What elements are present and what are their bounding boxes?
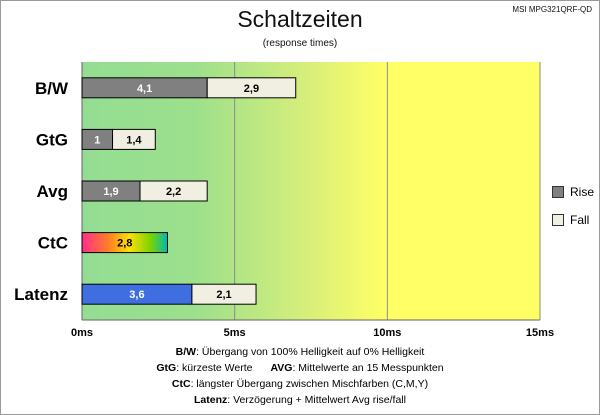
- note-latenz: Latenz: Verzögerung + Mittelwert Avg ris…: [0, 392, 600, 408]
- bar-label-rise-ctc: 2,8: [117, 238, 132, 250]
- bar-fall-avg: [139, 180, 208, 202]
- chart-legend: Rise Fall: [552, 178, 594, 234]
- x-tick-label: 0ms: [71, 327, 93, 339]
- bar-label-rise-avg: 1,9: [103, 186, 118, 198]
- legend-swatch-rise: [552, 186, 564, 198]
- legend-label-fall: Fall: [570, 213, 590, 227]
- category-label-ctc: CtC: [38, 234, 68, 253]
- note-latenz-label: Latenz: [194, 394, 228, 406]
- legend-swatch-fall: [552, 214, 564, 226]
- note-ctc-label: CtC: [171, 378, 191, 390]
- note-avg-text: : Mittelwerte an 15 Messpunkten: [292, 362, 444, 374]
- note-bw: B/W: Übergang von 100% Helligkeit auf 0%…: [0, 344, 600, 360]
- bar-label-fall-avg: 2,2: [166, 186, 181, 198]
- bar-fall-latenz: [191, 283, 257, 305]
- note-avg-label: AVG: [270, 362, 293, 374]
- note-gtg-text: : kürzeste Werte: [176, 362, 253, 374]
- bar-label-fall-gtg: 1,4: [126, 134, 142, 146]
- category-label-gtg: GtG: [36, 130, 68, 149]
- monitor-model: MSI MPG321QRF-QD: [512, 5, 592, 14]
- category-label-b-w: B/W: [35, 79, 69, 98]
- x-tick-label: 15ms: [526, 327, 554, 339]
- category-label-avg: Avg: [37, 182, 69, 201]
- note-bw-text: : Übergang von 100% Helligkeit auf 0% He…: [196, 346, 425, 358]
- x-tick-label: 5ms: [224, 327, 246, 339]
- bar-fall-gtg: [112, 128, 156, 150]
- x-tick-label: 10ms: [373, 327, 401, 339]
- legend-label-rise: Rise: [570, 185, 595, 199]
- note-ctc: CtC: längster Übergang zwischen Mischfar…: [0, 376, 600, 392]
- chart-notes: B/W: Übergang von 100% Helligkeit auf 0%…: [0, 344, 600, 408]
- bar-label-rise-gtg: 1: [94, 134, 100, 146]
- note-latenz-text: : Verzögerung + Mittelwert Avg rise/fall: [227, 394, 406, 406]
- legend-item-rise: Rise: [552, 178, 594, 206]
- bar-label-rise-b-w: 4,1: [137, 83, 152, 95]
- category-label-latenz: Latenz: [14, 285, 68, 304]
- note-bw-label: B/W: [175, 346, 197, 358]
- note-gtg-label: GtG: [156, 362, 177, 374]
- legend-item-fall: Fall: [552, 206, 594, 234]
- chart-subtitle: (response times): [262, 38, 338, 49]
- chart-plot: 0ms 5ms 10ms 15ms B/W 4,1 2,9 GtG 1 1,4 Avg 1,9 2,2 C…: [14, 62, 554, 339]
- note-gtg-avg: GtG: kürzeste Werte AVG: Mittelwerte an 1…: [0, 360, 600, 376]
- chart-title: Schaltzeiten: [237, 6, 363, 32]
- bar-label-rise-latenz: 3,6: [129, 289, 144, 301]
- bar-fall-b-w: [206, 77, 297, 99]
- bar-label-fall-latenz: 2,1: [216, 289, 231, 301]
- note-ctc-text: : längster Übergang zwischen Mischfarben…: [190, 378, 429, 390]
- bar-label-fall-b-w: 2,9: [244, 83, 259, 95]
- bar-rise-ctc: [81, 232, 168, 254]
